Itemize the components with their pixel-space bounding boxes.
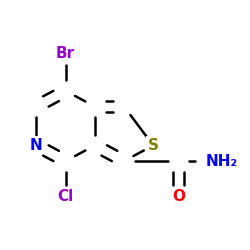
Text: NH₂: NH₂ xyxy=(206,154,238,168)
Text: Br: Br xyxy=(56,46,75,62)
Text: Cl: Cl xyxy=(58,188,74,204)
Text: S: S xyxy=(148,138,159,153)
Text: O: O xyxy=(172,188,185,204)
Text: N: N xyxy=(30,138,43,153)
